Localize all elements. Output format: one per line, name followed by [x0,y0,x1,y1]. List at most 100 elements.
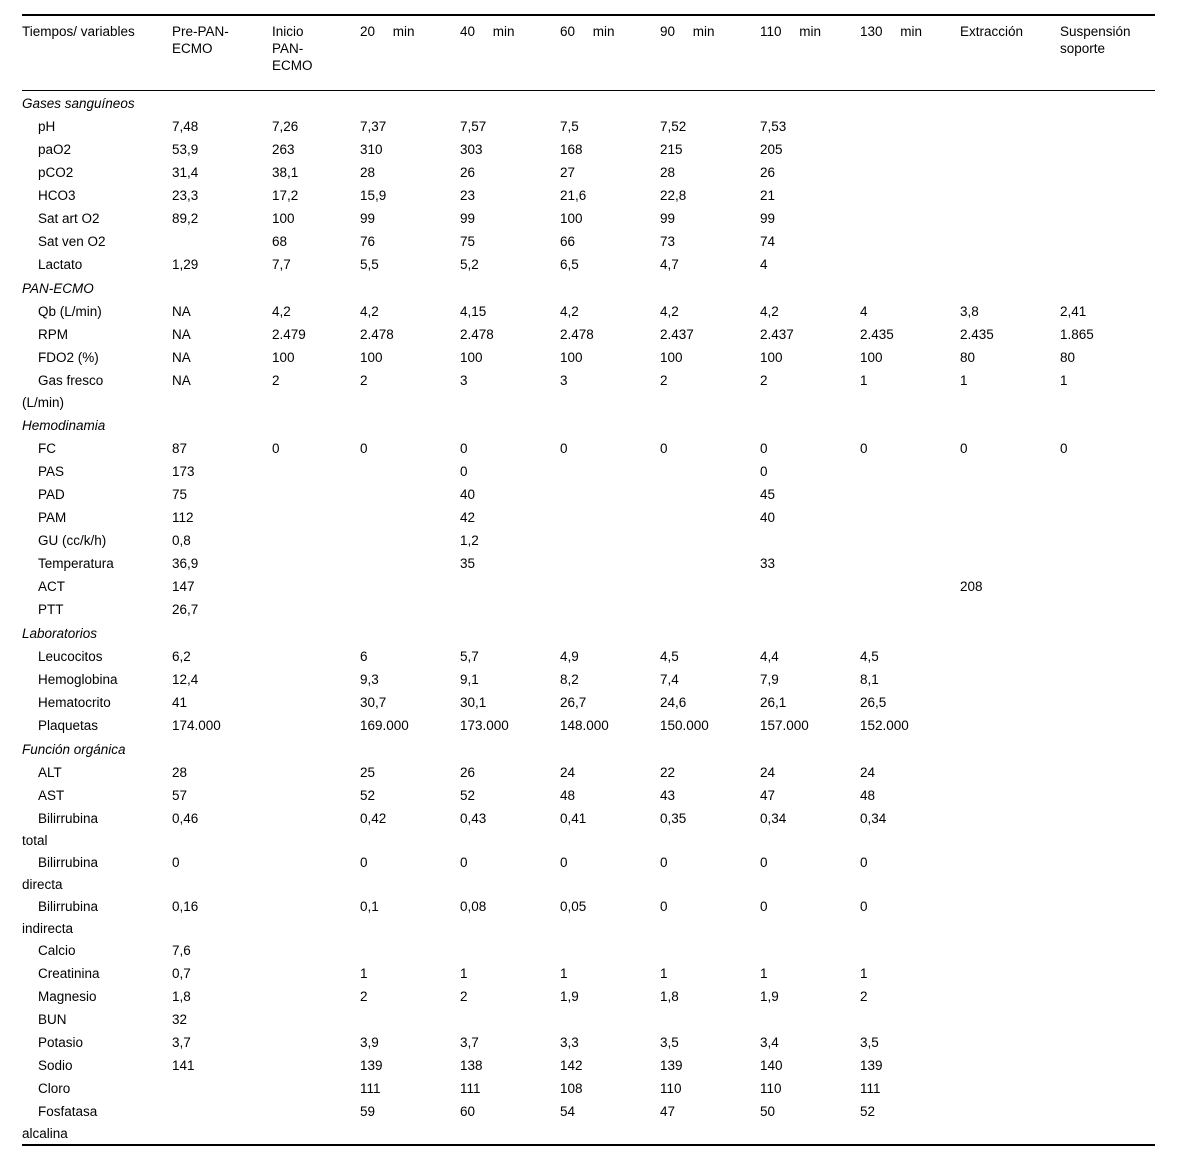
table-row: Bilirrubina indirecta 0,16 0,1 0,08 0,05 0 0 0 [22,895,1155,939]
cell-value: 36,9 [172,556,199,571]
cell-value [560,939,660,962]
cell-value: 59 [360,1104,376,1119]
cell-value: 0 [760,441,768,456]
cell-value: 45 [760,487,776,502]
cell-value: 48 [560,788,576,803]
cell-value: 15,9 [360,188,387,203]
cell-value [272,529,360,552]
cell-value: 173.000 [460,718,509,733]
column-header: 60 min [560,15,660,91]
cell-value: 8,1 [860,672,879,687]
clinical-variables-table: Tiempos/ variables Pre-PAN- ECMO Inicio PA… [22,14,1155,1146]
table-row: Hemoglobina 12,4 9,3 9,1 8,2 7,4 7,9 8,1 [22,668,1155,691]
cell-value: NA [172,327,191,342]
cell-value [1060,645,1155,668]
cell-value [360,552,460,575]
cell-value [1060,483,1155,506]
cell-value: 111 [360,1081,381,1096]
row-label: pH [38,119,56,134]
cell-value [660,460,760,483]
cell-value [860,460,960,483]
cell-value: 0,1 [360,899,379,914]
cell-value [560,575,660,598]
table-row: PTT 26,7 [22,598,1155,621]
cell-value: 1,2 [460,533,479,548]
cell-value [660,552,760,575]
cell-value [1060,939,1155,962]
cell-value: 303 [460,142,483,157]
cell-value [1060,598,1155,621]
cell-value: 23,3 [172,188,199,203]
cell-value [1060,138,1155,161]
cell-value [172,1077,272,1100]
cell-value: 0,43 [460,811,487,826]
cell-value: 30,7 [360,695,387,710]
cell-value [860,1008,960,1031]
cell-value [860,253,960,276]
cell-value: 22,8 [660,188,687,203]
table-row: Bilirrubina directa 0 0 0 0 0 0 0 [22,851,1155,895]
cell-value: 0,35 [660,811,687,826]
section-title: Función orgánica [22,742,126,757]
cell-value: 100 [360,350,383,365]
cell-value: 8,2 [560,672,579,687]
cell-value [560,598,660,621]
section-row: Hemodinamia [22,413,1155,437]
cell-value [1060,895,1155,939]
cell-value [360,575,460,598]
cell-value [460,1008,560,1031]
cell-value: 108 [560,1081,583,1096]
cell-value [272,962,360,985]
cell-value: 28 [172,765,188,780]
cell-value [272,668,360,691]
cell-value [272,895,360,939]
cell-value [1060,1077,1155,1100]
cell-value [272,1008,360,1031]
cell-value [860,230,960,253]
cell-value: 26,1 [760,695,787,710]
table-row: Qb (L/min) NA 4,2 4,2 4,15 4,2 4,2 4,2 4 3,8 2,41 [22,300,1155,323]
cell-value: 4,2 [760,304,779,319]
column-header: Pre-PAN- ECMO [172,15,272,91]
cell-value: 0 [1060,441,1068,456]
cell-value: 2,41 [1060,304,1087,319]
table-row: GU (cc/k/h) 0,8 1,2 [22,529,1155,552]
cell-value: 2 [760,373,768,388]
cell-value [1060,253,1155,276]
cell-value: 2.437 [760,327,794,342]
cell-value: 35 [460,556,476,571]
cell-value [860,939,960,962]
table-row: Bilirrubina total 0,46 0,42 0,43 0,41 0,35 0,34… [22,807,1155,851]
cell-value [272,784,360,807]
cell-value [960,115,1060,138]
cell-value [272,691,360,714]
cell-value: 3,7 [172,1035,191,1050]
cell-value [1060,1008,1155,1031]
cell-value [660,529,760,552]
column-header: 90 min [660,15,760,91]
cell-value: 1,9 [760,989,779,1004]
cell-value: 100 [460,350,483,365]
cell-value [960,1008,1060,1031]
cell-value: 0 [460,441,468,456]
cell-value: 100 [660,350,683,365]
cell-value: 60 [460,1104,476,1119]
cell-value: 99 [360,211,376,226]
cell-value: 2.435 [860,327,894,342]
cell-value: 7,5 [560,119,579,134]
cell-value: 4,4 [760,649,779,664]
cell-value [560,552,660,575]
cell-value: 150.000 [660,718,709,733]
section-row: Laboratorios [22,621,1155,645]
cell-value: 4 [860,304,868,319]
cell-value [1060,230,1155,253]
cell-value: 0 [860,855,868,870]
cell-value: 2.478 [460,327,494,342]
column-header: Suspensión soporte [1060,15,1155,91]
cell-value [960,1054,1060,1077]
table-row: FDO2 (%) NA 100 100 100 100 100 100 100 80 80 [22,346,1155,369]
cell-value [1060,851,1155,895]
cell-value [960,598,1060,621]
cell-value [1060,668,1155,691]
cell-value: 100 [860,350,883,365]
